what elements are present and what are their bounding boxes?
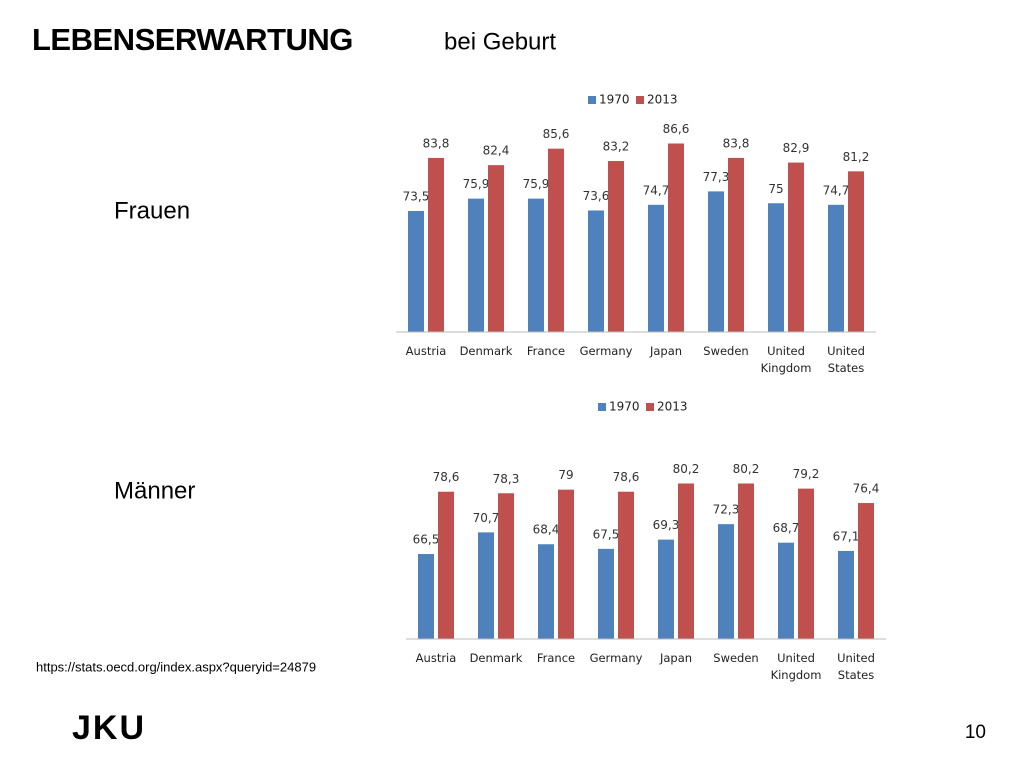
bar xyxy=(428,157,444,332)
legend-label: 1970 xyxy=(609,400,640,414)
logo: JKU xyxy=(72,709,146,747)
x-tick-label: Austria xyxy=(405,344,447,358)
x-tick-label: Japan xyxy=(649,344,683,358)
bar xyxy=(848,171,864,332)
bar xyxy=(608,161,624,332)
x-tick-label: United States xyxy=(827,344,865,375)
bar xyxy=(538,544,554,639)
bar xyxy=(488,165,504,332)
x-tick-label: Sweden xyxy=(703,344,749,358)
data-label: 75 xyxy=(768,182,783,196)
bar xyxy=(528,198,544,332)
legend-swatch xyxy=(588,96,596,104)
data-label: 69,3 xyxy=(653,518,680,532)
subtitle: bei Geburt xyxy=(444,28,556,55)
legend-label: 1970 xyxy=(599,93,630,107)
data-label: 79 xyxy=(558,468,573,482)
data-label: 75,9 xyxy=(523,177,550,191)
data-label: 67,5 xyxy=(593,527,620,541)
x-tick-label: Germany xyxy=(589,651,643,665)
data-label: 81,2 xyxy=(843,150,870,164)
bar xyxy=(708,191,724,332)
legend-swatch xyxy=(646,403,654,411)
data-label: 78,6 xyxy=(613,470,640,484)
bar xyxy=(768,203,784,332)
data-label: 86,6 xyxy=(663,122,690,136)
bar xyxy=(668,143,684,332)
data-label: 82,4 xyxy=(483,144,510,158)
x-tick-label: United States xyxy=(837,651,875,682)
legend-label: 2013 xyxy=(647,93,678,107)
data-label: 79,2 xyxy=(793,467,820,481)
data-label: 83,8 xyxy=(423,136,450,150)
chart-title: Frauen xyxy=(114,197,190,224)
data-label: 68,7 xyxy=(773,521,800,535)
data-label: 77,3 xyxy=(703,170,730,184)
bar xyxy=(778,542,794,639)
data-label: 83,2 xyxy=(603,140,630,154)
data-label: 82,9 xyxy=(783,141,810,155)
x-tick-label: Japan xyxy=(659,651,693,665)
bar xyxy=(438,491,454,639)
data-label: 73,5 xyxy=(403,189,430,203)
legend-swatch xyxy=(636,96,644,104)
x-tick-label: France xyxy=(536,651,576,665)
bar xyxy=(828,204,844,332)
bar xyxy=(788,162,804,332)
data-label: 73,6 xyxy=(583,189,610,203)
bar xyxy=(618,491,634,639)
data-label: 67,1 xyxy=(833,529,860,543)
bar xyxy=(588,210,604,332)
data-label: 68,4 xyxy=(533,523,560,537)
data-label: 83,8 xyxy=(723,136,750,150)
title: LEBENSERWARTUNG xyxy=(32,22,353,57)
bar xyxy=(858,503,874,639)
data-label: 78,6 xyxy=(433,470,460,484)
bar xyxy=(418,554,434,639)
bar xyxy=(548,148,564,332)
x-tick-label: France xyxy=(526,344,566,358)
source: https://stats.oecd.org/index.aspx?queryi… xyxy=(36,659,316,674)
bar xyxy=(648,204,664,332)
bar xyxy=(498,493,514,639)
x-tick-label: Austria xyxy=(415,651,457,665)
x-tick-label: United Kingdom xyxy=(760,344,812,375)
bar xyxy=(598,548,614,639)
data-label: 85,6 xyxy=(543,127,570,141)
bar xyxy=(658,539,674,639)
bar xyxy=(408,210,424,332)
data-label: 72,3 xyxy=(713,503,740,517)
x-tick-label: Germany xyxy=(579,344,633,358)
x-tick-label: United Kingdom xyxy=(770,651,822,682)
data-label: 74,7 xyxy=(823,183,850,197)
data-label: 78,3 xyxy=(493,472,520,486)
bar xyxy=(798,488,814,639)
bar xyxy=(728,157,744,332)
bar xyxy=(718,524,734,639)
data-label: 80,2 xyxy=(673,462,700,476)
data-label: 75,9 xyxy=(463,177,490,191)
data-label: 74,7 xyxy=(643,183,670,197)
bar xyxy=(838,550,854,639)
data-label: 80,2 xyxy=(733,462,760,476)
bar xyxy=(478,532,494,639)
x-tick-label: Denmark xyxy=(459,344,513,358)
data-label: 70,7 xyxy=(473,511,500,525)
bar xyxy=(678,483,694,639)
bar xyxy=(738,483,754,639)
chart-title: Männer xyxy=(114,477,195,504)
page-number: 10 xyxy=(965,722,986,743)
x-tick-label: Sweden xyxy=(713,651,759,665)
bar xyxy=(558,489,574,639)
legend-swatch xyxy=(598,403,606,411)
data-label: 76,4 xyxy=(853,482,880,496)
bar xyxy=(468,198,484,332)
data-label: 66,5 xyxy=(413,533,440,547)
x-tick-label: Denmark xyxy=(469,651,523,665)
legend-label: 2013 xyxy=(657,400,688,414)
